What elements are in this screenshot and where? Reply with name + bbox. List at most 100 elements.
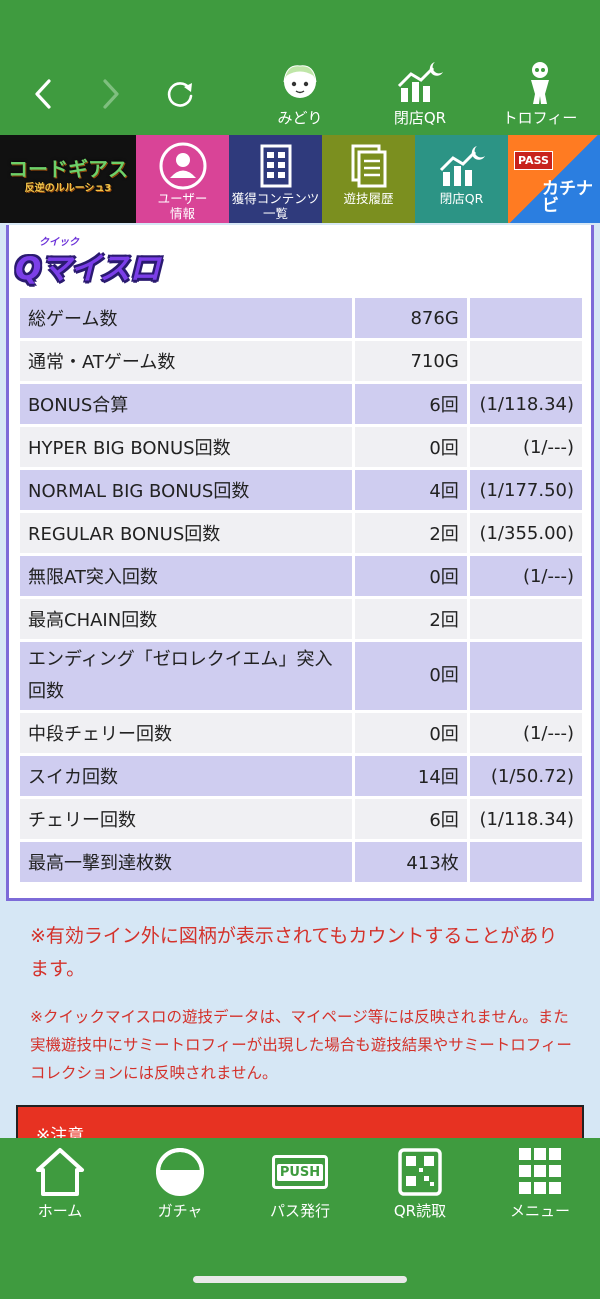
stat-rate: (1/355.00) xyxy=(469,513,582,553)
stat-value: 6回 xyxy=(354,384,467,424)
tile-close-qr-label: 閉店QR xyxy=(439,191,484,206)
tile-acquired-contents-label: 獲得コンテンツ 一覧 xyxy=(231,191,320,221)
tab-qr-scan[interactable]: QR読取 xyxy=(360,1146,480,1226)
stat-value: 14回 xyxy=(354,756,467,796)
midori-button[interactable]: みどり xyxy=(250,60,350,130)
stat-rate: (1/177.50) xyxy=(469,470,582,510)
stat-value: 2回 xyxy=(354,513,467,553)
stat-label: 総ゲーム数 xyxy=(20,298,352,338)
stat-rate: (1/50.72) xyxy=(469,756,582,796)
stat-value: 413枚 xyxy=(354,842,467,882)
table-row: チェリー回数 6回 (1/118.34) xyxy=(20,799,582,839)
chart-moon-icon xyxy=(393,60,447,104)
stat-value: 0回 xyxy=(354,713,467,753)
table-row: 最高一撃到達枚数 413枚 xyxy=(20,842,582,882)
tab-menu-label: メニュー xyxy=(509,1202,570,1220)
tab-gacha-label: ガチャ xyxy=(157,1202,203,1220)
stat-value: 4回 xyxy=(354,470,467,510)
stat-rate xyxy=(469,599,582,639)
chart-moon-icon xyxy=(435,141,489,191)
note-line-count: ※有効ライン外に図柄が表示されてもカウントすることがあります。 xyxy=(30,925,558,980)
table-row: 無限AT突入回数 0回 (1/---) xyxy=(20,556,582,596)
reload-button[interactable] xyxy=(158,72,202,116)
tile-user-info-label: ユーザー 情報 xyxy=(157,191,208,221)
stat-rate: (1/---) xyxy=(469,713,582,753)
close-qr-label: 閉店QR xyxy=(393,109,447,127)
stat-value: 6回 xyxy=(354,799,467,839)
logo-text: Qマイスロ xyxy=(15,251,160,287)
pass-badge: PASS xyxy=(514,151,553,170)
logo-small-text: クイック xyxy=(39,237,79,248)
document-grid-icon xyxy=(251,141,301,191)
stat-label: BONUS合算 xyxy=(20,384,352,424)
tile-play-history[interactable]: 遊技履歴 xyxy=(322,135,415,223)
midori-label: みどり xyxy=(277,109,323,127)
stat-rate xyxy=(469,341,582,381)
tile-user-info[interactable]: ユーザー 情報 xyxy=(136,135,229,223)
home-icon xyxy=(30,1146,90,1198)
table-row: BONUS合算 6回 (1/118.34) xyxy=(20,384,582,424)
menu-grid-icon xyxy=(510,1146,570,1198)
quick-myslo-logo: クイック Qマイスロ xyxy=(13,231,173,287)
push-pass-icon: PUSH xyxy=(270,1146,330,1198)
user-icon xyxy=(158,141,208,191)
stat-rate xyxy=(469,842,582,882)
stat-rate xyxy=(469,298,582,338)
back-button[interactable] xyxy=(22,72,66,116)
stat-rate xyxy=(469,642,582,710)
chevron-left-icon xyxy=(35,79,51,109)
machine-banner-sub: 反逆のルルーシュ3 xyxy=(24,183,112,194)
gacha-icon xyxy=(150,1146,210,1198)
reload-icon xyxy=(167,82,193,107)
quick-myslo-panel: クイック Qマイスロ 総ゲーム数 876G 通常・ATゲーム数 710G BONUS合算… xyxy=(6,225,594,901)
table-row: 中段チェリー回数 0回 (1/---) xyxy=(20,713,582,753)
tab-pass-issue-label: パス発行 xyxy=(269,1202,330,1220)
stat-label: 中段チェリー回数 xyxy=(20,713,352,753)
table-row: スイカ回数 14回 (1/50.72) xyxy=(20,756,582,796)
tab-home-label: ホーム xyxy=(37,1202,83,1220)
trophy-button[interactable]: トロフィー xyxy=(490,60,590,130)
tile-play-history-label: 遊技履歴 xyxy=(343,191,394,206)
stat-label: 最高一撃到達枚数 xyxy=(20,842,352,882)
push-text: PUSH xyxy=(276,1163,324,1181)
stat-label: 通常・ATゲーム数 xyxy=(20,341,352,381)
tab-gacha[interactable]: ガチャ xyxy=(120,1146,240,1226)
stat-value: 710G xyxy=(354,341,467,381)
qr-scan-icon xyxy=(390,1146,450,1198)
stat-label: チェリー回数 xyxy=(20,799,352,839)
machine-banner-title: コードギアス xyxy=(8,157,128,181)
browser-top-bar: みどり 閉店QR トロフィー xyxy=(0,0,600,135)
kachinavi-logo-text: カチナビ xyxy=(542,179,593,216)
tab-pass-issue[interactable]: PUSH パス発行 xyxy=(240,1146,360,1226)
forward-button[interactable] xyxy=(88,72,132,116)
tile-kachinavi[interactable]: PASS カチナビ xyxy=(508,135,600,223)
machine-banner[interactable]: コードギアス 反逆のルルーシュ3 xyxy=(0,135,136,223)
table-row: 総ゲーム数 876G xyxy=(20,298,582,338)
stat-value: 0回 xyxy=(354,427,467,467)
tab-menu[interactable]: メニュー xyxy=(480,1146,600,1226)
stat-label: REGULAR BONUS回数 xyxy=(20,513,352,553)
tab-home[interactable]: ホーム xyxy=(0,1146,120,1226)
close-qr-button[interactable]: 閉店QR xyxy=(370,60,470,130)
trophy-label: トロフィー xyxy=(502,109,578,127)
table-row: REGULAR BONUS回数 2回 (1/355.00) xyxy=(20,513,582,553)
stat-rate: (1/118.34) xyxy=(469,384,582,424)
stat-label: スイカ回数 xyxy=(20,756,352,796)
stat-label: HYPER BIG BONUS回数 xyxy=(20,427,352,467)
category-strip: コードギアス 反逆のルルーシュ3 ユーザー 情報 獲得コンテンツ 一覧 xyxy=(0,135,600,223)
stat-label: 無限AT突入回数 xyxy=(20,556,352,596)
stat-rate: (1/---) xyxy=(469,556,582,596)
tab-qr-scan-label: QR読取 xyxy=(393,1202,447,1220)
history-document-icon xyxy=(344,141,394,191)
home-indicator[interactable] xyxy=(193,1276,407,1283)
stat-value: 876G xyxy=(354,298,467,338)
table-row: エンディング「ゼロレクイエム」突入回数 0回 xyxy=(20,642,582,710)
table-row: HYPER BIG BONUS回数 0回 (1/---) xyxy=(20,427,582,467)
table-row: 通常・ATゲーム数 710G xyxy=(20,341,582,381)
stat-label: エンディング「ゼロレクイエム」突入回数 xyxy=(20,642,352,710)
tile-acquired-contents[interactable]: 獲得コンテンツ 一覧 xyxy=(229,135,322,223)
stats-table: 総ゲーム数 876G 通常・ATゲーム数 710G BONUS合算 6回 (1/118.34… xyxy=(17,295,585,885)
character-icon xyxy=(273,60,327,104)
tile-close-qr[interactable]: 閉店QR xyxy=(415,135,508,223)
stat-rate: (1/---) xyxy=(469,427,582,467)
